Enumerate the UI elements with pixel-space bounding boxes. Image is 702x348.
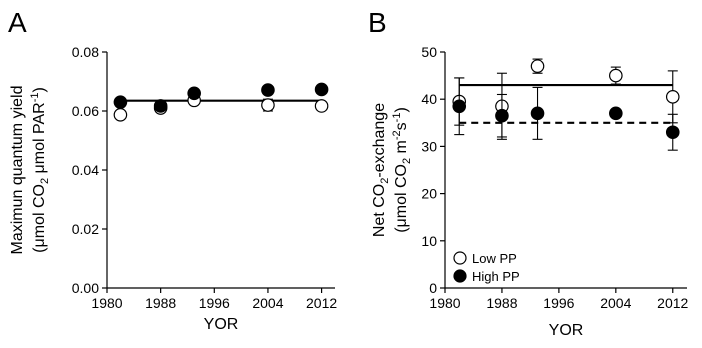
panel-b-letter: B [368,7,387,38]
panel-a-x-axis-title: YOR [204,316,239,333]
x-tick-label: 1996 [199,295,230,311]
panel-a-y-axis-title: Maximun quantum yield [9,86,26,255]
y-tick-label: 0.08 [72,44,99,60]
x-tick-label: 2004 [252,295,283,311]
panel-b-fit-lines [459,83,673,124]
panel-b-legend: Low PP High PP [453,251,520,284]
panel-a-y-axis-unit: (μmol CO2 μmol PAR-1) [29,87,51,253]
x-tick-label: 1980 [429,295,460,311]
panel-a-axes [106,52,335,289]
data-point-filled [452,99,467,114]
data-point-open [530,59,545,73]
panel-b-y-axis-title: Net CO2-exchange [371,103,391,237]
y-tick-label: 0 [429,280,437,296]
y-tick-label: 0.02 [72,221,99,237]
legend-high-pp-marker [453,269,467,283]
panel-b-chart: 0 10 20 30 40 50 1980 1988 1996 2004 2012 Low PP H… [371,44,689,339]
x-tick-label: 1980 [91,295,122,311]
legend-low-pp-label: Low PP [472,251,517,266]
y-tick-label: 0.06 [72,103,99,119]
data-point-filled [530,106,545,121]
x-tick-label: 1996 [543,295,574,311]
panel-a-chart: 0.00 0.02 0.04 0.06 0.08 1980 1988 1996 2004 2012… [9,44,337,333]
data-point-filled [113,95,128,109]
panel-b-points [452,58,680,151]
panel-a-ticks: 0.00 0.02 0.04 0.06 0.08 1980 1988 1996 2004 2012 [72,44,338,311]
data-point-filled [153,99,168,113]
legend-low-pp-marker [453,251,467,265]
panel-b-y-axis-unit: (μmol CO2 m-2s-1) [391,107,413,233]
data-point-open [665,90,680,104]
data-point-filled [665,125,680,140]
data-point-open [261,98,275,112]
x-tick-label: 1988 [486,295,517,311]
data-point-open [314,99,329,113]
x-tick-label: 2012 [657,295,688,311]
data-point-open [113,108,128,122]
data-point-filled [609,106,623,121]
panel-b-x-axis-title: YOR [549,322,584,339]
y-tick-label: 30 [421,138,437,154]
data-point-filled [314,82,329,97]
panel-a-points [113,82,329,122]
y-tick-label: 50 [421,44,437,60]
data-point-filled [187,86,201,101]
data-point-filled [261,83,275,97]
x-tick-label: 1988 [145,295,176,311]
y-tick-label: 40 [421,91,437,107]
y-tick-label: 0.04 [72,162,99,178]
x-tick-label: 2004 [600,295,631,311]
panel-b-axes [444,52,687,289]
data-point-open [609,68,623,83]
y-tick-label: 0.00 [72,280,99,296]
panel-b-ticks: 0 10 20 30 40 50 1980 1988 1996 2004 2012 [421,44,688,311]
x-tick-label: 2012 [306,295,337,311]
data-point-filled [495,108,509,123]
panel-a-letter: A [8,7,27,38]
legend-high-pp-label: High PP [472,269,520,284]
y-tick-label: 20 [421,186,437,202]
y-tick-label: 10 [421,233,437,249]
